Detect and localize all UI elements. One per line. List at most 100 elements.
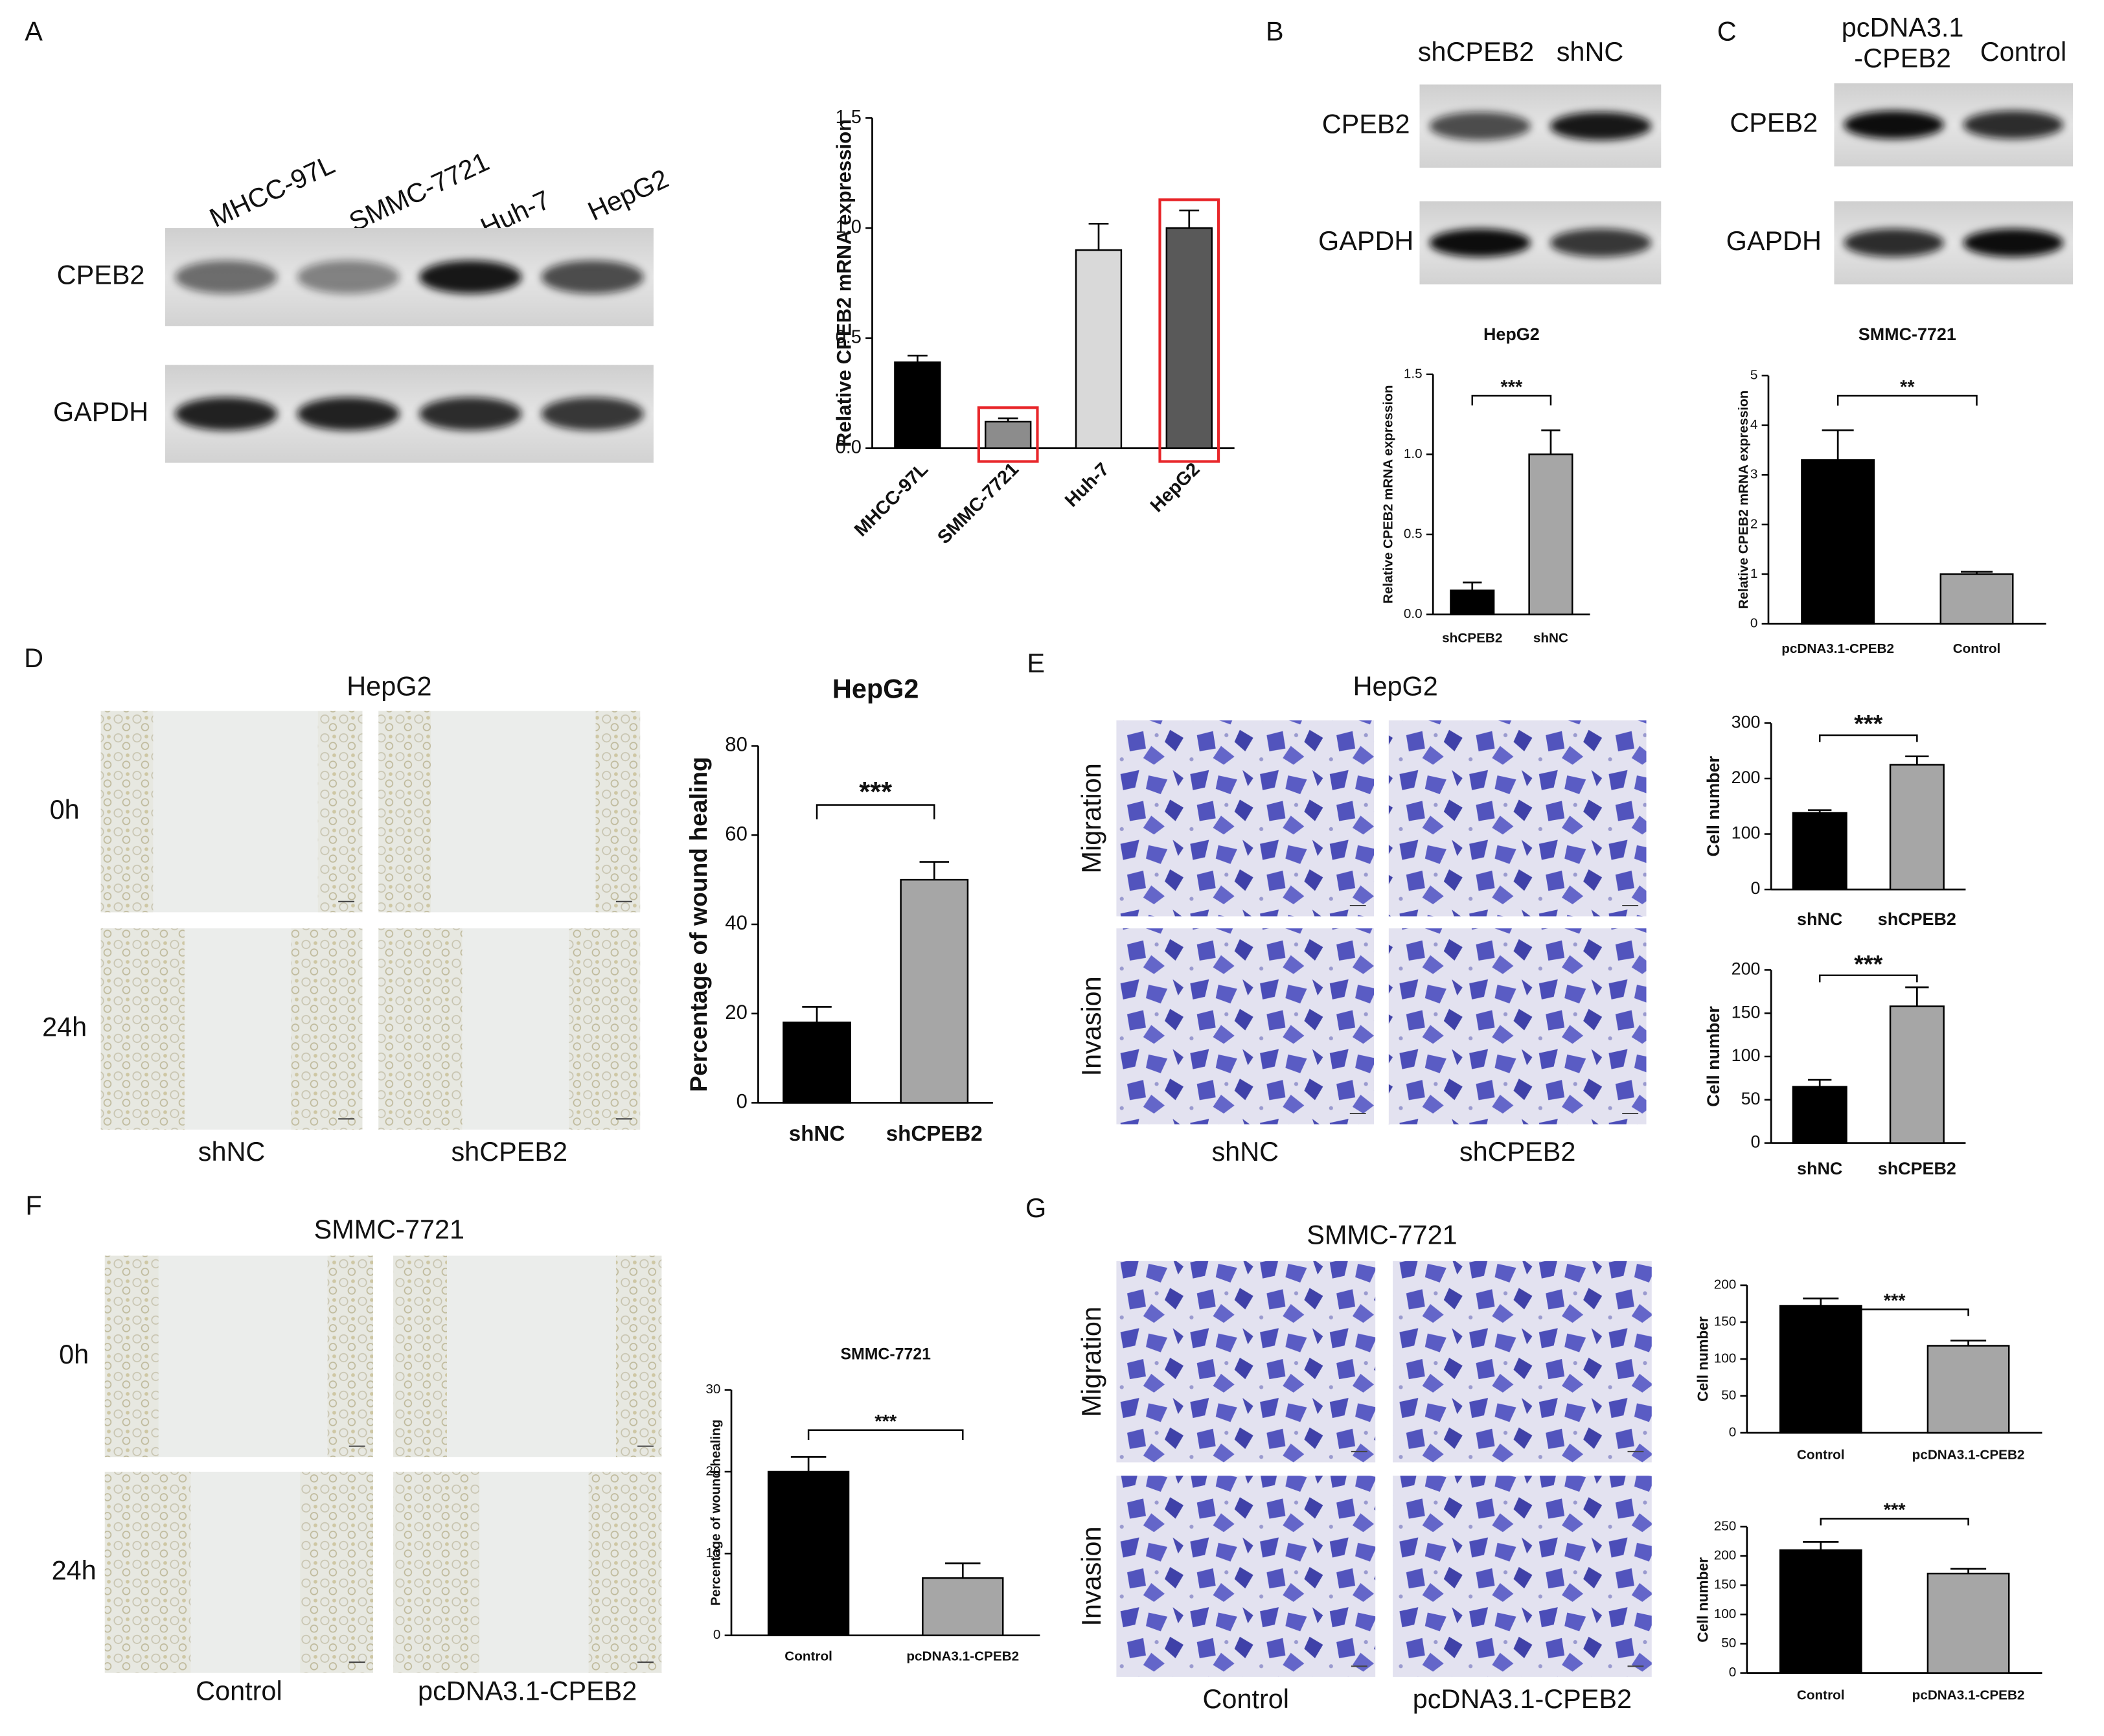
cell-front <box>378 928 463 1130</box>
y-axis-label: Cell number <box>1704 1006 1723 1107</box>
blot-band <box>541 397 644 431</box>
column-label: Control <box>1203 1684 1289 1714</box>
y-tick-label: 0.5 <box>836 327 862 348</box>
y-axis-label: Cell number <box>1695 1557 1711 1643</box>
y-tick-label: 1.5 <box>836 107 862 128</box>
bar <box>1889 764 1945 891</box>
row-label: CPEB2 <box>1322 109 1410 139</box>
row-label: GAPDH <box>1726 226 1822 256</box>
micrograph <box>1116 928 1375 1125</box>
y-tick-label: 50 <box>1721 1636 1736 1650</box>
bar <box>1450 589 1495 615</box>
y-axis-label: Cell number <box>1704 755 1723 856</box>
micrograph <box>1393 1476 1652 1677</box>
assay-title: HepG2 <box>347 671 431 701</box>
y-tick-label: 1.0 <box>836 217 862 238</box>
y-tick-label: 3 <box>1750 467 1758 482</box>
x-tick-label: pcDNA3.1-CPEB2 <box>1781 641 1894 656</box>
cell-front <box>317 711 363 913</box>
chart-title: SMMC-7721 <box>840 1345 931 1363</box>
significance-label: *** <box>1854 710 1882 737</box>
x-tick-label: Huh-7 <box>1061 459 1114 511</box>
blot-band <box>1549 229 1652 257</box>
y-tick-label: 0 <box>737 1090 748 1113</box>
lane-label: Control <box>1980 37 2066 67</box>
y-tick-label: 50 <box>1741 1089 1761 1108</box>
bar <box>1779 1305 1862 1434</box>
chart-title: HepG2 <box>1483 325 1540 344</box>
x-tick-label: HepG2 <box>1147 459 1204 516</box>
row-label: 0h <box>50 795 80 825</box>
y-tick-label: 0.0 <box>1404 606 1423 621</box>
cell-front <box>100 711 154 913</box>
y-tick-label: 0 <box>713 1627 721 1642</box>
x-tick-label: Control <box>1953 641 2001 656</box>
blot-band <box>1844 110 1945 139</box>
y-tick-label: 50 <box>1721 1388 1736 1402</box>
y-tick-label: 0 <box>1729 1665 1737 1680</box>
panel-letter: B <box>1266 17 1284 47</box>
x-tick-label: shCPEB2 <box>886 1122 983 1146</box>
blot-band <box>297 260 400 294</box>
row-label: GAPDH <box>53 397 148 427</box>
y-tick-label: 20 <box>705 1463 720 1478</box>
row-label: CPEB2 <box>57 260 145 290</box>
assay-title: SMMC-7721 <box>314 1215 464 1244</box>
y-axis-label: Relative CPEB2 mRNA expression <box>832 119 855 447</box>
y-tick-label: 0 <box>1729 1424 1737 1439</box>
y-tick-label: 80 <box>725 733 748 756</box>
cell-front <box>291 928 363 1130</box>
y-tick-label: 150 <box>1714 1577 1737 1592</box>
significance-bracket <box>807 1429 964 1440</box>
y-tick-label: 200 <box>1732 959 1761 979</box>
micrograph <box>1116 1476 1376 1677</box>
micrograph <box>1116 1261 1376 1463</box>
panel-letter: C <box>1717 17 1737 47</box>
y-tick-label: 1.5 <box>1404 366 1423 381</box>
y-axis-label: Cell number <box>1695 1316 1711 1402</box>
cell-front <box>300 1471 374 1673</box>
cell-front <box>104 1255 159 1457</box>
blot-band <box>297 397 400 431</box>
x-tick-label: shCPEB2 <box>1878 909 1956 929</box>
y-tick-label: 1 <box>1750 566 1758 581</box>
blot-band <box>1963 110 2064 139</box>
row-label: Invasion <box>1077 976 1106 1076</box>
cell-front <box>615 1255 662 1457</box>
significance-bracket <box>1471 394 1552 405</box>
bar <box>1801 459 1875 625</box>
x-tick-label: SMMC-7721 <box>933 459 1023 548</box>
row-label: 24h <box>52 1555 97 1585</box>
bar <box>984 420 1032 449</box>
x-tick-label: shNC <box>789 1122 845 1146</box>
y-tick-label: 2 <box>1750 516 1758 531</box>
bar <box>1779 1549 1862 1674</box>
y-tick-label: 4 <box>1750 417 1758 432</box>
bar <box>1075 249 1123 449</box>
bar <box>922 1577 1004 1636</box>
x-tick-label: Control <box>784 1649 832 1663</box>
y-axis-label: Percentage of wound healing <box>685 757 712 1092</box>
cell-front <box>327 1255 374 1457</box>
significance-label: *** <box>1884 1500 1906 1521</box>
column-label: Control <box>196 1676 282 1706</box>
blot-band <box>175 397 278 431</box>
bar <box>767 1470 850 1636</box>
y-tick-label: 0 <box>1751 878 1761 898</box>
blot-band <box>1429 229 1531 257</box>
bar <box>1939 573 2014 625</box>
row-label: Invasion <box>1077 1526 1106 1626</box>
y-axis-label: Relative CPEB2 mRNA expression <box>1736 391 1751 610</box>
y-tick-label: 200 <box>1714 1548 1737 1563</box>
bar <box>1889 1005 1945 1144</box>
y-tick-label: 0 <box>1751 1132 1761 1152</box>
panel-letter: G <box>1025 1193 1046 1223</box>
x-tick-label: pcDNA3.1-CPEB2 <box>1912 1687 2025 1702</box>
y-tick-label: 300 <box>1732 712 1761 731</box>
significance-bracket <box>1820 1518 1969 1525</box>
column-label: pcDNA3.1-CPEB2 <box>418 1676 637 1706</box>
y-tick-label: 1.0 <box>1404 446 1423 461</box>
column-label: shCPEB2 <box>1459 1137 1576 1167</box>
